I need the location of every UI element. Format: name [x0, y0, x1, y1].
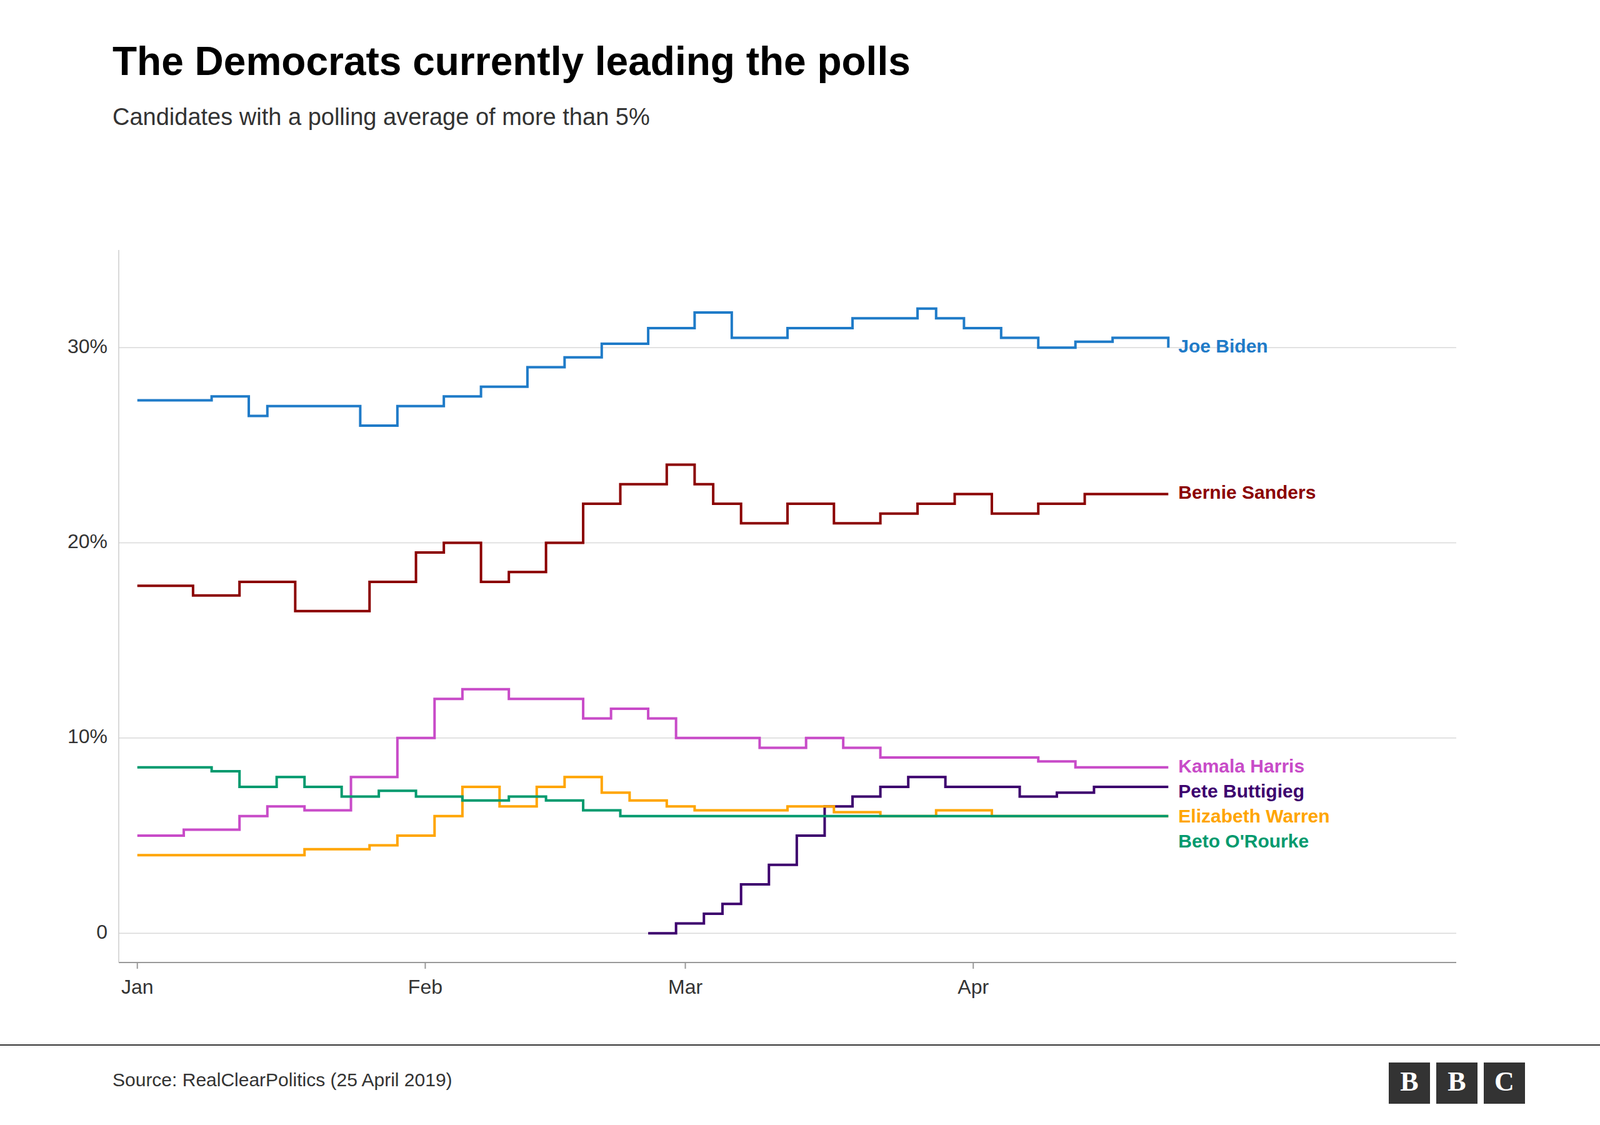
- y-tick-label: 30%: [67, 335, 108, 358]
- y-axis-line: [118, 250, 120, 963]
- series-label: Elizabeth Warren: [1178, 805, 1330, 827]
- series-line: [648, 776, 1169, 934]
- logo-letter: B: [1447, 1066, 1466, 1097]
- x-axis-line: [118, 961, 1457, 964]
- logo-box: [1483, 1062, 1525, 1104]
- series-label: Beto O'Rourke: [1178, 830, 1309, 852]
- background: [0, 0, 1600, 1125]
- series-line: [137, 308, 1169, 426]
- footer-rule: [0, 1044, 1600, 1046]
- chart-root: The Democrats currently leading the poll…: [0, 0, 1600, 1125]
- x-tick: [685, 962, 687, 969]
- series-label: Kamala Harris: [1178, 755, 1305, 777]
- series-label: Pete Buttigieg: [1178, 780, 1305, 802]
- series-label: Joe Biden: [1178, 335, 1268, 357]
- title: The Democrats currently leading the poll…: [112, 38, 911, 84]
- series-group: [137, 308, 1169, 934]
- y-tick-label: 0: [96, 920, 108, 944]
- logo-box: [1436, 1062, 1478, 1104]
- series-line: [137, 689, 1169, 836]
- logo-letter: C: [1494, 1066, 1515, 1097]
- series-line: [137, 767, 1169, 817]
- x-tick-label: Mar: [668, 975, 703, 999]
- grid-line: [118, 932, 1457, 934]
- grid-line: [118, 737, 1457, 739]
- x-tick: [136, 962, 139, 969]
- logo: BBC: [1388, 1062, 1525, 1104]
- x-tick-label: Jan: [121, 975, 154, 999]
- y-tick-label: 10%: [67, 725, 108, 748]
- x-tick-label: Apr: [957, 975, 989, 999]
- subtitle: Candidates with a polling average of mor…: [112, 103, 650, 130]
- source: Source: RealClearPolitics (25 April 2019…: [112, 1069, 453, 1090]
- grid-line: [118, 542, 1457, 544]
- series-line: [137, 465, 1169, 612]
- x-tick-label: Feb: [408, 975, 443, 999]
- x-tick: [972, 962, 974, 969]
- x-tick: [424, 962, 426, 969]
- y-tick-label: 20%: [67, 530, 108, 553]
- series-label: Bernie Sanders: [1178, 481, 1316, 503]
- logo-letter: B: [1400, 1066, 1419, 1097]
- y-grid: [118, 347, 1457, 934]
- logo-box: [1388, 1062, 1430, 1104]
